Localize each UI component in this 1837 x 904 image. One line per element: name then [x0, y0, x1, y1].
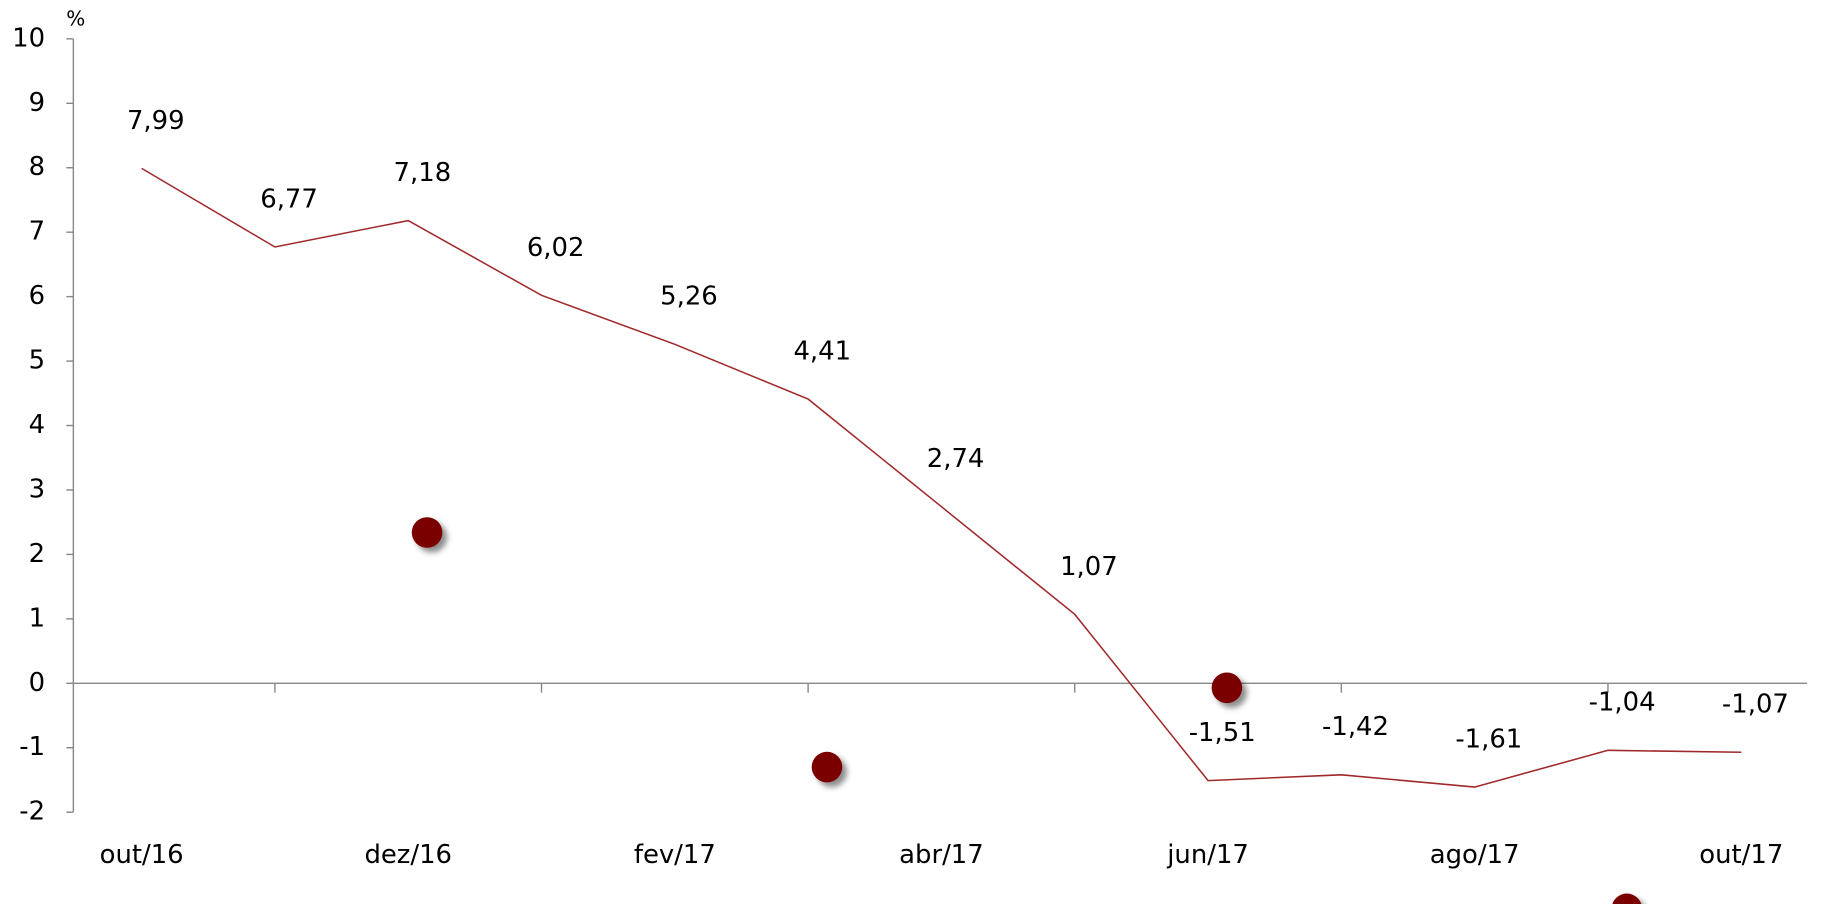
data-point — [411, 517, 443, 548]
x-tick-label: fev/17 — [634, 840, 716, 870]
data-line — [141, 167, 1742, 788]
y-tick-label: 4 — [29, 410, 45, 440]
data-label: 6,02 — [527, 233, 585, 263]
y-tick-label: 10 — [12, 23, 45, 53]
data-label: -1,61 — [1455, 724, 1522, 754]
y-tick-label: 0 — [29, 668, 45, 698]
y-tick-label: -1 — [19, 732, 45, 762]
y-tick-label: 8 — [29, 152, 45, 182]
data-label: -1,07 — [1722, 690, 1789, 720]
x-tick-label: abr/17 — [899, 840, 984, 870]
y-tick-label: 3 — [29, 474, 45, 504]
y-tick-label: 5 — [29, 346, 45, 376]
data-label: 6,77 — [260, 184, 318, 214]
y-tick-label: 1 — [29, 603, 45, 633]
x-tick-label: out/17 — [1699, 840, 1783, 870]
x-tick-label: dez/16 — [364, 840, 452, 870]
y-tick-label: 6 — [29, 281, 45, 311]
data-label: -1,04 — [1589, 688, 1656, 718]
data-point — [811, 751, 843, 783]
data-point — [1211, 672, 1243, 704]
y-tick-label: 7 — [29, 217, 45, 247]
y-tick-label: 9 — [29, 88, 45, 118]
x-tick-label: ago/17 — [1430, 840, 1520, 870]
y-tick-label: 2 — [29, 539, 45, 569]
data-label: 4,41 — [793, 337, 851, 367]
data-label: 2,74 — [927, 444, 985, 474]
data-label: 1,07 — [1060, 552, 1118, 582]
data-point — [1612, 893, 1642, 904]
x-tick-label: out/16 — [100, 840, 184, 870]
data-label: 7,18 — [394, 158, 452, 188]
data-label: 7,99 — [127, 106, 185, 136]
data-label: -1,51 — [1189, 718, 1256, 748]
y-axis-label: % — [66, 7, 85, 31]
y-tick-label: -2 — [19, 797, 45, 827]
data-label: 5,26 — [660, 282, 718, 312]
data-label: -1,42 — [1322, 712, 1389, 742]
x-tick-label: jun/17 — [1166, 840, 1249, 870]
